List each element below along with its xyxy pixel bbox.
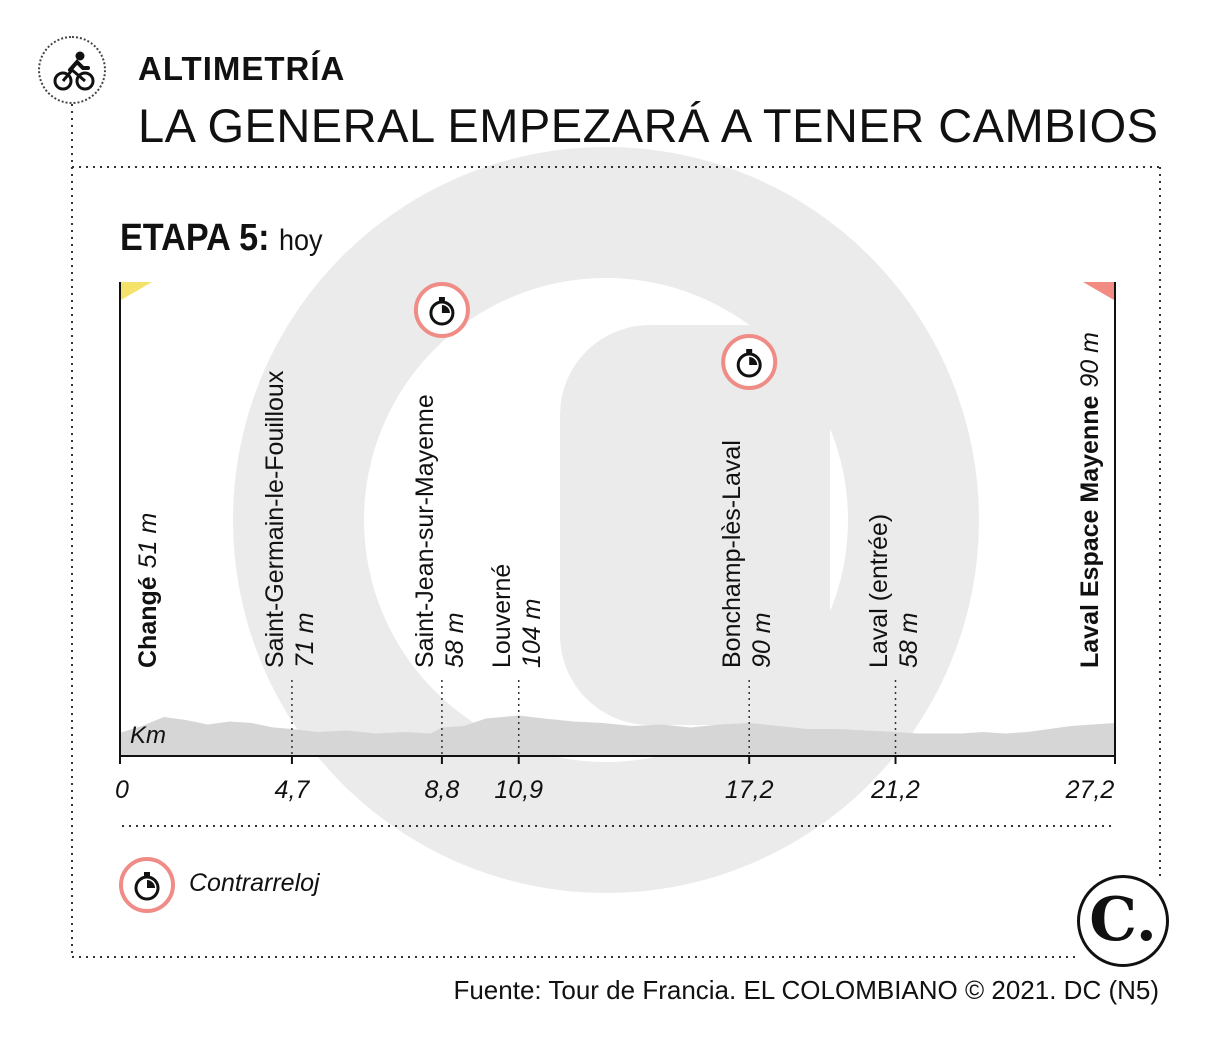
stage-title: ETAPA 5: hoy [120,217,323,260]
waypoint-label: Louverné 104 m [487,564,547,668]
waypoint-elevation: 58 m [894,612,923,668]
waypoint-name: Bonchamp-lès-Laval [718,440,747,668]
timecheck-marker [413,282,470,338]
waypoint-name: Louverné [487,563,516,668]
source-credit: Fuente: Tour de Francia. EL COLOMBIANO ©… [453,975,1159,1005]
x-axis-label: Km [130,722,166,749]
logo-glyph: C. [1089,885,1157,955]
finish-flag [1083,282,1114,300]
x-tick-label: 10,9 [494,776,544,804]
waypoint-elevation: 58 m [440,612,469,668]
waypoint-name: Changé [134,576,162,668]
waypoint-elevation: 71 m [290,612,319,668]
waypoint-name: Saint-Germain-le-Fouilloux [260,370,289,668]
x-tick-label: 21,2 [871,776,920,804]
timecheck-marker [721,334,778,390]
x-tick-label: 27,2 [1065,776,1115,804]
section-label: ALTIMETRÍA [138,50,346,87]
start-flag [121,282,152,300]
waypoint-name: Saint-Jean-sur-Mayenne [410,394,439,668]
waypoint-elevation: 51 m [134,512,162,569]
stage-title-rest: hoy [278,224,323,257]
legend-label: Contrarreloj [189,869,320,897]
x-tick-label: 4,7 [274,776,310,804]
profile-area [120,715,1115,756]
waypoint-elevation: 104 m [517,598,546,668]
headline: LA GENERAL EMPEZARÁ A TENER CAMBIOS [138,99,1159,152]
el-colombiano-logo: C. [1077,875,1169,967]
x-tick-label: 17,2 [724,776,774,804]
waypoint-label: Laval Espace Mayenne 90 m [1075,332,1105,668]
waypoint-label: Saint-Jean-sur-Mayenne 58 m [410,394,470,668]
waypoint-label: Saint-Germain-le-Fouilloux 71 m [260,371,320,668]
waypoint-label: Bonchamp-lès-Laval 90 m [717,440,777,668]
cyclist-icon [38,36,106,104]
waypoint-elevation: 90 m [1076,332,1104,388]
waypoint-name: Laval Espace Mayenne [1076,395,1104,668]
waypoint-name: Laval (entrée) [864,513,893,668]
x-tick-label: 8,8 [424,776,460,804]
waypoint-label: Changé 51 m [133,513,163,668]
waypoint-elevation: 90 m [748,612,777,668]
x-tick-label: 0 [115,776,129,804]
stage-title-bold: ETAPA 5: [120,217,270,259]
stopwatch-icon [119,857,175,913]
waypoint-label: Laval (entrée) 58 m [864,514,924,668]
